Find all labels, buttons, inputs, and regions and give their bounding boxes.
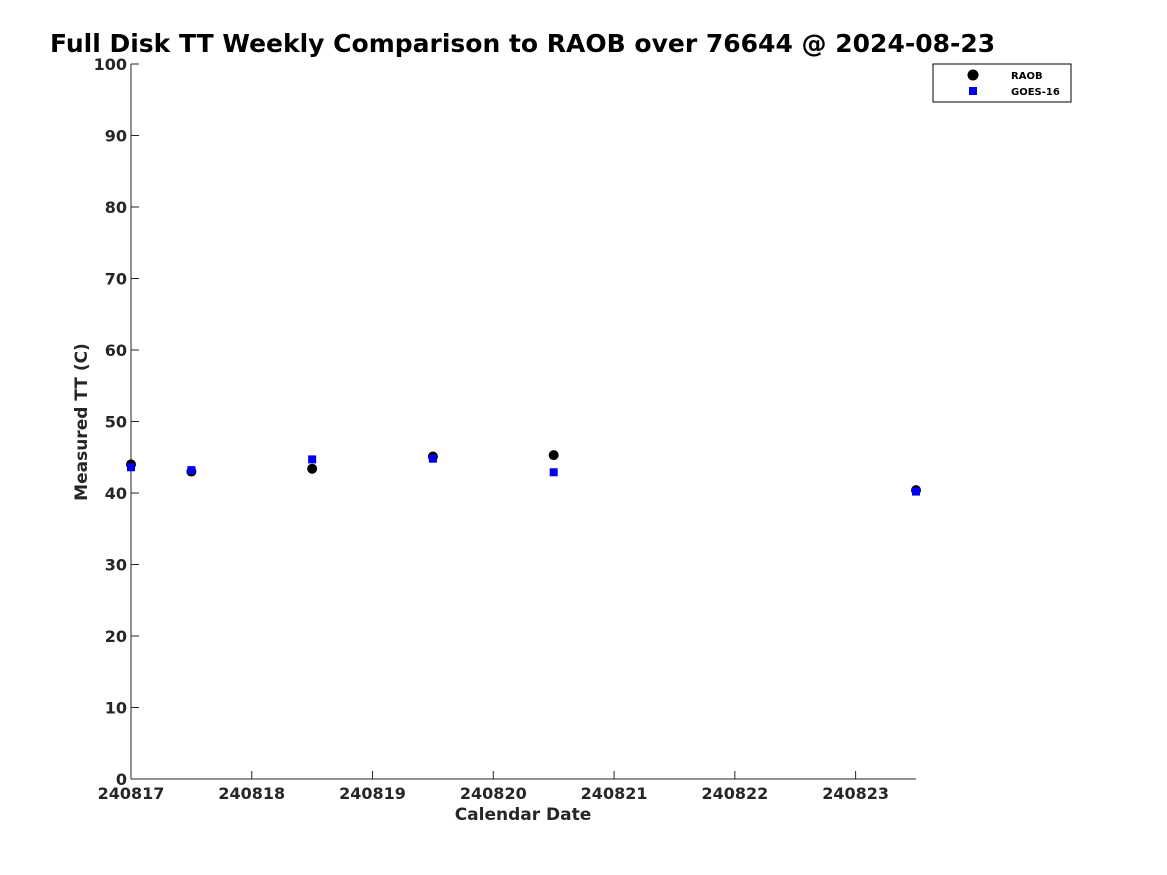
x-tick-label: 240818 xyxy=(218,784,285,803)
goes-16-point xyxy=(187,466,196,475)
legend-box xyxy=(932,63,1072,103)
goes-16-point xyxy=(428,454,437,463)
raob-point xyxy=(307,463,318,474)
axes xyxy=(130,64,916,780)
y-tick-label: 20 xyxy=(105,627,127,646)
legend: RAOB GOES-16 xyxy=(932,63,1072,103)
y-tick-label: 100 xyxy=(94,55,127,74)
x-tick-label: 240820 xyxy=(460,784,527,803)
x-ticks: 240817 240818 240819 240820 240821 240822 2408… xyxy=(98,771,889,803)
chart-title: Full Disk TT Weekly Comparison to RAOB o… xyxy=(50,29,995,58)
y-tick-label: 90 xyxy=(105,127,127,146)
x-tick-label: 240819 xyxy=(339,784,406,803)
y-tick-label: 30 xyxy=(105,556,127,575)
x-tick-label: 240822 xyxy=(701,784,768,803)
x-tick-label: 240821 xyxy=(581,784,648,803)
y-tick-label: 40 xyxy=(105,484,127,503)
y-tick-label: 10 xyxy=(105,699,127,718)
y-tick-label: 0 xyxy=(116,770,127,789)
y-tick-label: 60 xyxy=(105,341,127,360)
goes-16-point xyxy=(127,463,135,472)
legend-marker-raob xyxy=(967,69,979,81)
goes-16-point xyxy=(912,487,920,496)
goes-16-point xyxy=(549,468,558,477)
y-tick-label: 80 xyxy=(105,198,127,217)
y-axis-label: Measured TT (C) xyxy=(72,343,92,501)
y-tick-label: 70 xyxy=(105,270,127,289)
legend-marker-goes-16 xyxy=(969,87,977,95)
goes-16-point xyxy=(308,455,317,464)
legend-label-goes-16: GOES-16 xyxy=(1011,87,1060,98)
legend-label-raob: RAOB xyxy=(1011,71,1043,82)
x-axis-label: Calendar Date xyxy=(455,805,592,825)
y-ticks: 0 10 20 30 40 50 60 70 80 90 100 xyxy=(94,55,139,789)
data-points xyxy=(126,450,921,496)
y-tick-label: 50 xyxy=(105,413,127,432)
x-tick-label: 240817 xyxy=(98,784,165,803)
raob-point xyxy=(548,450,559,461)
x-tick-label: 240823 xyxy=(822,784,889,803)
